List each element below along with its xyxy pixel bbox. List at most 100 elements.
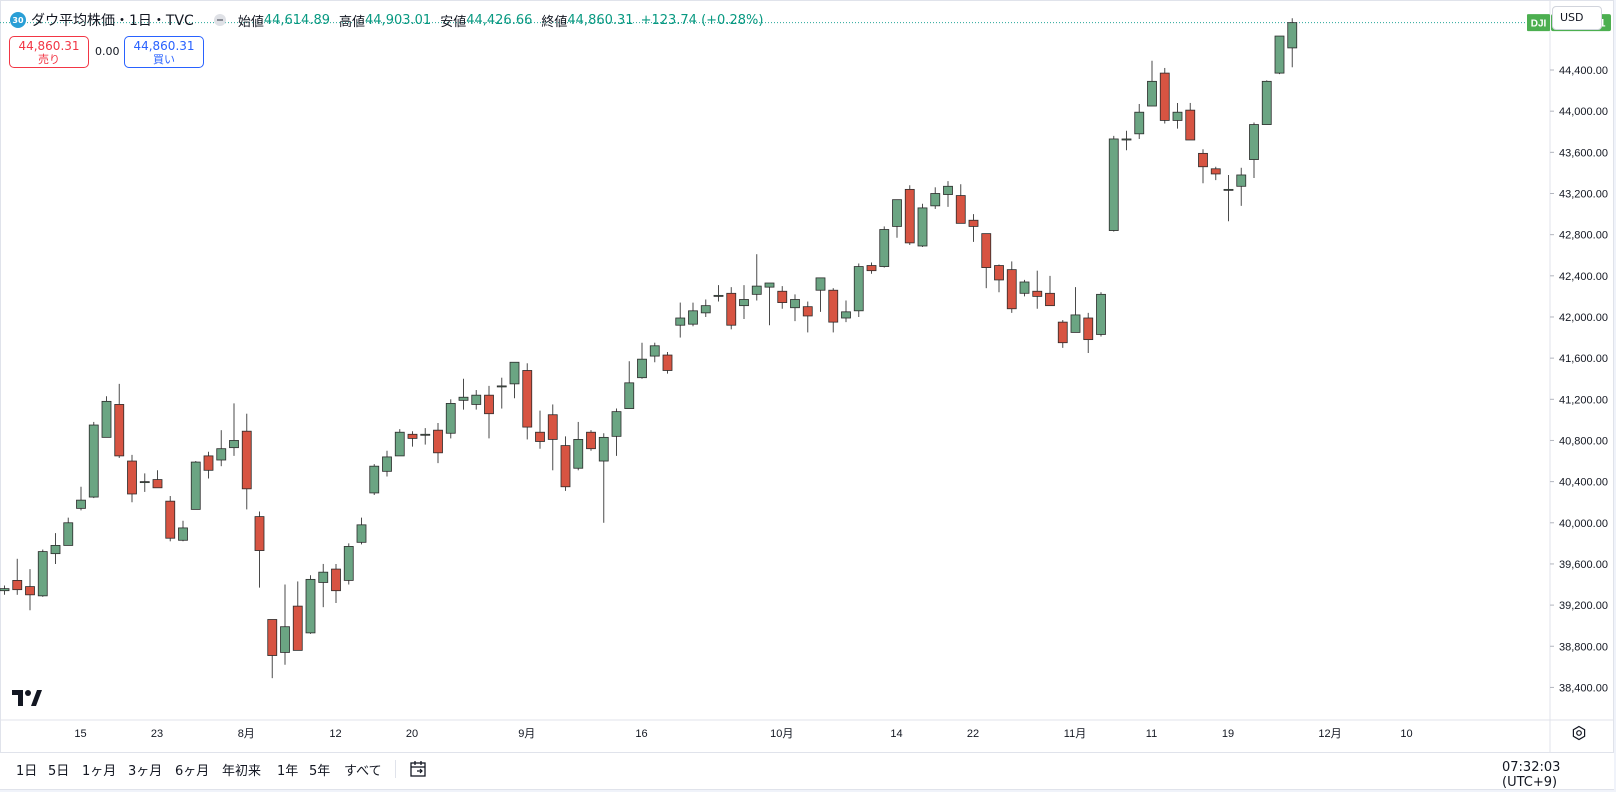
candle-body bbox=[484, 394, 494, 415]
x-tick-label: 15 bbox=[74, 728, 86, 740]
candle-body bbox=[853, 266, 864, 312]
candle-body bbox=[930, 193, 941, 207]
y-tick-label: 40,400.00 bbox=[1559, 477, 1608, 489]
clock-timezone[interactable]: 07:32:03 (UTC+9) bbox=[1502, 760, 1561, 790]
candle-body bbox=[726, 292, 737, 326]
open-value: 44,614.89 bbox=[263, 12, 330, 28]
x-tick-label: 20 bbox=[406, 728, 418, 740]
candle-body bbox=[50, 545, 61, 555]
candle-body bbox=[114, 404, 125, 457]
close-value: 44,860.31 bbox=[567, 12, 634, 28]
candle-body bbox=[292, 605, 303, 651]
candle-body bbox=[1032, 290, 1043, 297]
candle-body bbox=[471, 394, 482, 405]
x-tick-label: 23 bbox=[151, 728, 163, 740]
candle-body bbox=[1261, 80, 1272, 125]
candle-body bbox=[1108, 138, 1119, 231]
x-tick-label: 10 bbox=[1400, 728, 1412, 740]
range-1d-button[interactable]: 1日 bbox=[16, 764, 38, 779]
buy-button[interactable]: 44,860.31 買い bbox=[124, 36, 204, 68]
candle-body bbox=[369, 465, 380, 494]
candle-body bbox=[1185, 109, 1196, 141]
candle-body bbox=[25, 586, 35, 596]
candle-body bbox=[1083, 317, 1094, 341]
symbol-tag-label: DJI bbox=[1531, 19, 1547, 30]
candle-body bbox=[1006, 269, 1017, 310]
range-6m-button[interactable]: 6ヶ月 bbox=[175, 764, 210, 779]
high-value: 44,903.01 bbox=[365, 12, 432, 28]
symbol-tag-bg bbox=[1527, 14, 1550, 32]
range-1y-button[interactable]: 1年 bbox=[277, 764, 299, 779]
candle-body bbox=[522, 370, 533, 428]
candle-body bbox=[1274, 35, 1285, 74]
go-to-date-icon[interactable] bbox=[408, 759, 428, 783]
candle-body bbox=[254, 516, 265, 551]
candle-body bbox=[356, 524, 367, 543]
y-tick-label: 42,000.00 bbox=[1559, 312, 1608, 324]
y-tick-label: 38,800.00 bbox=[1559, 641, 1608, 653]
currency-select[interactable]: USD bbox=[1552, 6, 1602, 30]
candle-body bbox=[1045, 292, 1055, 307]
candle-body bbox=[1236, 174, 1247, 187]
range-ytd-button[interactable]: 年初来 bbox=[222, 764, 262, 779]
candle-body bbox=[892, 199, 902, 227]
settings-icon[interactable] bbox=[1571, 725, 1587, 745]
symbol-badge: 30 bbox=[10, 12, 26, 28]
candle-body bbox=[343, 546, 354, 581]
y-tick-label: 40,800.00 bbox=[1559, 435, 1608, 447]
buy-price: 44,860.31 bbox=[133, 39, 195, 53]
y-tick-label: 43,600.00 bbox=[1559, 147, 1608, 159]
range-5d-button[interactable]: 5日 bbox=[48, 764, 70, 779]
low-label: 安値 bbox=[440, 14, 467, 30]
y-tick-label: 44,400.00 bbox=[1559, 65, 1608, 77]
candle-body bbox=[1172, 111, 1183, 121]
candle-body bbox=[178, 527, 188, 541]
y-tick-label: 39,200.00 bbox=[1559, 600, 1608, 612]
candle-body bbox=[688, 310, 698, 325]
y-tick-label: 42,800.00 bbox=[1559, 230, 1608, 242]
candle-body bbox=[1249, 124, 1259, 160]
candle-body bbox=[662, 354, 673, 371]
candle-body bbox=[866, 265, 877, 272]
candle-body bbox=[267, 619, 278, 656]
candle-body bbox=[764, 282, 775, 288]
sell-price: 44,860.31 bbox=[18, 39, 80, 53]
candle-body bbox=[1223, 188, 1234, 191]
candle-body bbox=[203, 455, 214, 471]
candle-body bbox=[1121, 138, 1132, 141]
sell-button[interactable]: 44,860.31 売り bbox=[9, 36, 89, 68]
high-label: 高値 bbox=[339, 14, 366, 30]
candle-body bbox=[1198, 152, 1208, 168]
symbol-title[interactable]: ダウ平均株価・1日・TVC bbox=[31, 13, 194, 29]
candle-body bbox=[879, 229, 890, 267]
candle-body bbox=[739, 299, 749, 307]
candle-body bbox=[37, 551, 48, 597]
candle-body bbox=[420, 433, 431, 436]
candle-body bbox=[280, 626, 290, 653]
collapse-icon[interactable] bbox=[213, 14, 226, 26]
range-5y-button[interactable]: 5年 bbox=[309, 764, 331, 779]
low-value: 44,426.66 bbox=[466, 12, 533, 28]
tradingview-logo-icon[interactable] bbox=[12, 690, 42, 710]
candle-body bbox=[637, 358, 647, 379]
sell-label: 売り bbox=[38, 53, 60, 66]
candle-body bbox=[751, 285, 762, 295]
candle-body bbox=[394, 431, 405, 457]
candle-body bbox=[841, 311, 851, 319]
x-tick-label: 14 bbox=[890, 728, 902, 740]
x-tick-label: 11 bbox=[1146, 728, 1157, 740]
candle-body bbox=[509, 361, 520, 385]
range-3m-button[interactable]: 3ヶ月 bbox=[128, 764, 163, 779]
range-1m-button[interactable]: 1ヶ月 bbox=[82, 764, 117, 779]
y-tick-label: 40,000.00 bbox=[1559, 518, 1608, 530]
range-all-button[interactable]: すべて bbox=[344, 764, 382, 779]
candle-body bbox=[458, 396, 469, 401]
chart-header: 30 ダウ平均株価・1日・TVC 始値 44,614.89 高値 44,903.01… bbox=[10, 10, 763, 30]
candle-body bbox=[382, 456, 392, 472]
x-tick-label: 12月 bbox=[1318, 728, 1341, 740]
candle-body bbox=[433, 429, 443, 454]
candle-body bbox=[790, 299, 800, 309]
candle-body bbox=[0, 588, 10, 592]
